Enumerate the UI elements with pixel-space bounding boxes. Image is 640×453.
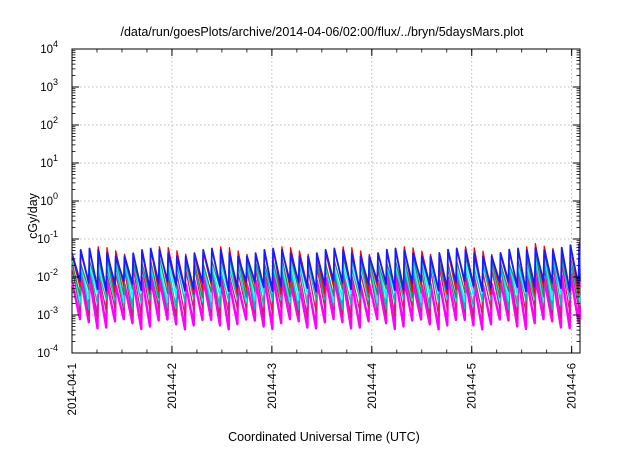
x-axis-label: Coordinated Universal Time (UTC) (228, 430, 420, 444)
y-tick-label: 10-4 (37, 343, 58, 360)
x-tick-label: 2014-4-4 (367, 362, 379, 409)
x-tick-label: 2014-4-3 (267, 363, 279, 409)
y-tick-label: 101 (40, 153, 58, 170)
y-tick-label: 10-1 (37, 229, 58, 246)
x-tick-label: 2014-04-1 (67, 363, 79, 415)
series-line-6 (71, 243, 581, 293)
y-tick-label: 102 (40, 115, 58, 132)
y-tick-label: 10-2 (37, 267, 58, 284)
series-layer (70, 242, 582, 331)
y-axis-label: cGy/day (26, 192, 40, 239)
x-tick-label: 2014-4-2 (167, 363, 179, 409)
y-tick-label: 103 (40, 77, 58, 94)
y-tick-label: 104 (40, 39, 58, 56)
x-tick-label: 2014-4-5 (467, 363, 479, 409)
x-tick-label: 2014-4-6 (567, 363, 579, 409)
ticks: 10-4 10-3 10-2 10-1 100 101 102 103 104 2014-04-1… (37, 39, 580, 415)
y-tick-label: 10-3 (37, 305, 58, 322)
y-tick-label: 100 (40, 191, 58, 208)
chart-title: /data/run/goesPlots/archive/2014-04-06/0… (120, 25, 524, 39)
